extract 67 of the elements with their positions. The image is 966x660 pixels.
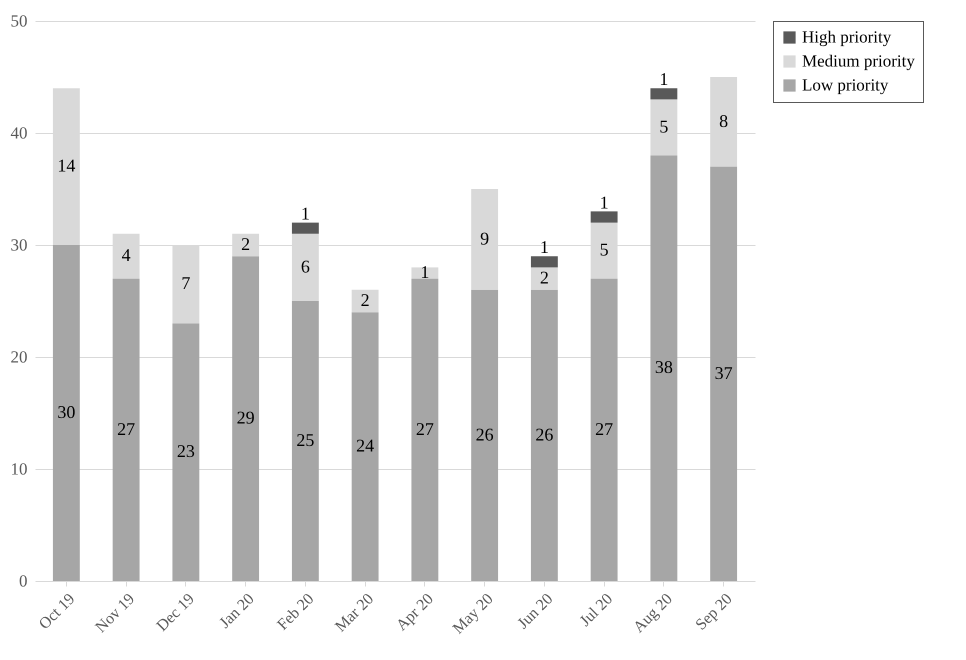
data-label: 25 (296, 430, 314, 450)
data-label: 8 (719, 110, 728, 131)
data-label: 38 (654, 357, 673, 378)
bar (352, 290, 379, 312)
x-tick-label: Nov 19 (92, 590, 138, 636)
data-label: 1 (300, 204, 310, 224)
data-label: 9 (480, 228, 490, 248)
bar (590, 278, 618, 581)
bar (530, 267, 558, 290)
data-label: 2 (241, 234, 250, 254)
bar (650, 88, 678, 100)
bar (292, 222, 319, 234)
data-label: 2 (540, 268, 549, 288)
legend-label: High priority (802, 28, 892, 46)
data-label: 26 (476, 424, 494, 444)
y-tick-label: 20 (10, 348, 28, 366)
data-label: 24 (356, 436, 374, 456)
bar (650, 155, 678, 581)
bar (172, 323, 200, 581)
y-tick-label: 10 (10, 460, 28, 478)
data-label: 27 (416, 418, 434, 439)
bar (232, 256, 260, 581)
data-label: 29 (236, 408, 255, 428)
bar (710, 166, 738, 581)
y-tick-label: 40 (10, 124, 28, 142)
bar (471, 290, 498, 581)
data-label: 37 (714, 362, 733, 383)
data-label: 1 (420, 262, 430, 282)
x-tick-label: Sep 20 (692, 590, 736, 634)
x-tick-label: Oct 19 (36, 590, 78, 634)
data-label: 1 (659, 69, 668, 90)
data-label: 1 (600, 192, 609, 212)
x-tick-label: Apr 20 (393, 590, 437, 634)
y-tick-label: 0 (19, 572, 28, 590)
x-tick-label: Jun 20 (514, 590, 556, 632)
data-label: 5 (600, 240, 609, 260)
bar (411, 278, 438, 581)
data-label: 6 (300, 256, 310, 276)
data-label: 7 (181, 273, 190, 294)
bar (530, 290, 558, 581)
data-label: 30 (57, 402, 76, 422)
data-label: 23 (176, 441, 195, 462)
data-label: 4 (122, 245, 131, 266)
bar (52, 245, 80, 581)
data-label: 5 (659, 116, 668, 136)
x-tick-label: May 20 (450, 590, 497, 638)
x-tick-label: Feb 20 (274, 590, 318, 634)
bar (292, 301, 319, 581)
data-label: 26 (535, 424, 554, 444)
data-label: 14 (57, 156, 76, 176)
x-tick-label: Aug 20 (630, 590, 676, 636)
legend-label: Low priority (802, 76, 889, 94)
y-tick-label: 30 (10, 236, 28, 254)
bar (352, 312, 379, 581)
data-label: 1 (540, 237, 549, 258)
bar (112, 278, 140, 581)
legend-label: Medium priority (802, 52, 916, 70)
data-label: 27 (117, 418, 136, 439)
bar (590, 211, 618, 223)
x-tick-label: Dec 19 (154, 590, 198, 635)
data-label: 2 (360, 290, 370, 310)
x-tick-label: Jul 20 (576, 590, 616, 630)
x-tick-label: Mar 20 (332, 590, 378, 636)
data-label: 27 (595, 418, 614, 439)
bar (530, 256, 558, 268)
y-tick-label: 50 (10, 12, 28, 30)
x-tick-label: Jan 20 (216, 590, 258, 632)
